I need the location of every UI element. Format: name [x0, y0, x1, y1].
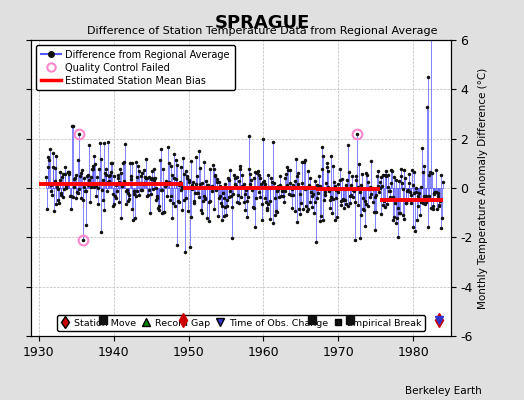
- Text: SPRAGUE: SPRAGUE: [214, 14, 310, 32]
- Text: Difference of Station Temperature Data from Regional Average: Difference of Station Temperature Data f…: [87, 26, 437, 36]
- Legend: Station Move, Record Gap, Time of Obs. Change, Empirical Break: Station Move, Record Gap, Time of Obs. C…: [57, 315, 425, 331]
- Text: Berkeley Earth: Berkeley Earth: [406, 386, 482, 396]
- Y-axis label: Monthly Temperature Anomaly Difference (°C): Monthly Temperature Anomaly Difference (…: [478, 67, 488, 309]
